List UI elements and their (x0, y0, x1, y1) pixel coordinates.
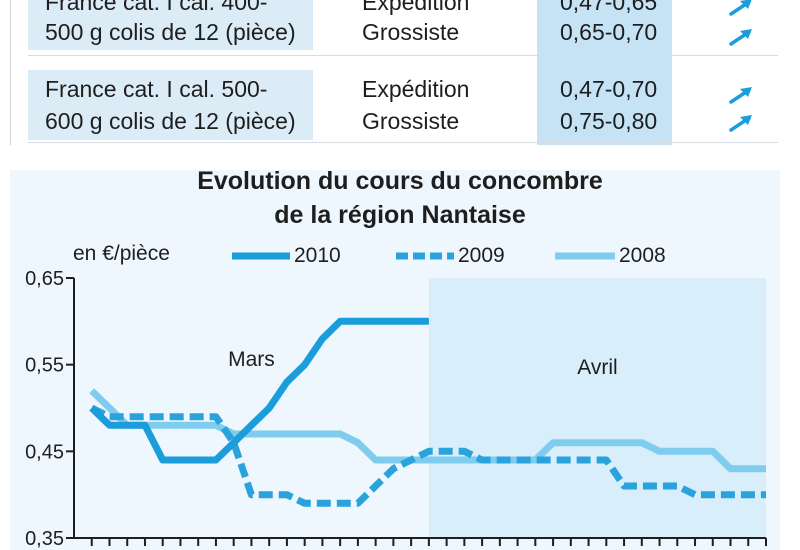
price-range: 0,47-0,70 (560, 76, 658, 102)
chart-title-line1: Evolution du cours du concombre (197, 167, 603, 195)
legend-swatch-2009 (396, 252, 454, 260)
chart-title-line2: de la région Nantaise (274, 201, 526, 229)
product-name-line2: 600 g colis de 12 (pièce) (45, 108, 296, 134)
y-tick-label: 0,35 (25, 528, 64, 550)
row-separator (28, 55, 778, 56)
market-label: Expédition (362, 0, 470, 15)
product-cell-bg (28, 0, 313, 50)
month-band-avril (428, 278, 766, 538)
up-arrow-icon (729, 115, 752, 132)
legend-swatch-2008 (555, 252, 615, 260)
price-range: 0,65-0,70 (560, 19, 658, 45)
month-band-mars (74, 278, 429, 538)
up-arrow-icon (729, 0, 752, 16)
y-axis-unit-label: en €/pièce (73, 242, 170, 265)
product-cell-bg (28, 70, 313, 140)
market-label: Grossiste (362, 19, 460, 45)
legend-item-2010: 2010 (232, 242, 362, 270)
market-label: Grossiste (362, 108, 460, 134)
legend-label-2009: 2009 (458, 244, 505, 267)
up-arrow-icon (729, 87, 752, 104)
month-label-avril: Avril (577, 356, 617, 379)
legend-label-2010: 2010 (294, 244, 341, 267)
y-tick-label: 0,55 (25, 355, 64, 377)
y-tick-label: 0,45 (25, 441, 64, 463)
market-label: Expédition (362, 76, 470, 102)
legend-item-2009: 2009 (396, 242, 526, 270)
legend-swatch-2010 (232, 252, 290, 260)
up-arrow-icon (729, 29, 752, 46)
price-range: 0,75-0,80 (560, 108, 658, 134)
series-line-2008 (89, 388, 766, 473)
series-line-2010 (89, 317, 429, 464)
price-range: 0,47-0,65 (560, 0, 658, 15)
row-separator (28, 142, 778, 143)
month-label-mars: Mars (228, 348, 275, 371)
price-column-bg (537, 0, 672, 145)
y-tick-label: 0,65 (25, 268, 64, 290)
table-left-border (10, 0, 11, 145)
product-name-line2: 500 g colis de 12 (pièce) (45, 19, 296, 45)
product-name-line1: France cat. I cal. 500- (45, 76, 268, 102)
legend-item-2008: 2008 (555, 242, 685, 270)
legend-label-2008: 2008 (619, 244, 666, 267)
series-line-2009 (90, 404, 766, 507)
price-table: France cat. I cal. 400- 500 g colis de 1… (0, 0, 800, 145)
product-name-line1: France cat. I cal. 400- (45, 0, 268, 15)
